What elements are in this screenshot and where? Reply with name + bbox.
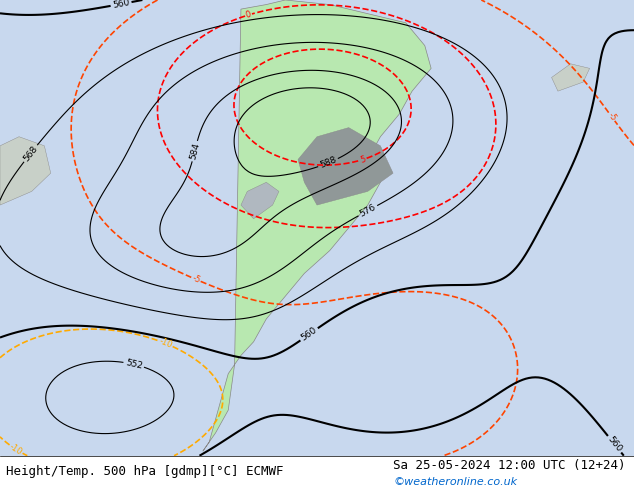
Text: -5: -5 [190,273,202,285]
Text: 552: 552 [124,358,143,370]
Text: 584: 584 [188,142,201,161]
Polygon shape [203,0,431,451]
Text: -5: -5 [605,111,618,122]
Text: ©weatheronline.co.uk: ©weatheronline.co.uk [393,477,517,488]
Text: Sa 25-05-2024 12:00 UTC (12+24): Sa 25-05-2024 12:00 UTC (12+24) [393,459,626,472]
Text: 560: 560 [112,0,131,10]
Text: -10: -10 [158,337,174,350]
Text: 560: 560 [299,326,319,343]
Text: 0: 0 [245,10,252,20]
Text: 588: 588 [318,155,338,171]
Polygon shape [241,182,279,219]
Text: 576: 576 [358,202,378,219]
Polygon shape [0,137,51,205]
Text: -10: -10 [8,442,24,457]
Text: Height/Temp. 500 hPa [gdmp][°C] ECMWF: Height/Temp. 500 hPa [gdmp][°C] ECMWF [6,465,284,478]
Text: 5: 5 [359,154,367,165]
Text: 568: 568 [22,144,39,163]
Polygon shape [298,127,393,205]
Text: 560: 560 [605,435,623,454]
Polygon shape [552,64,590,91]
